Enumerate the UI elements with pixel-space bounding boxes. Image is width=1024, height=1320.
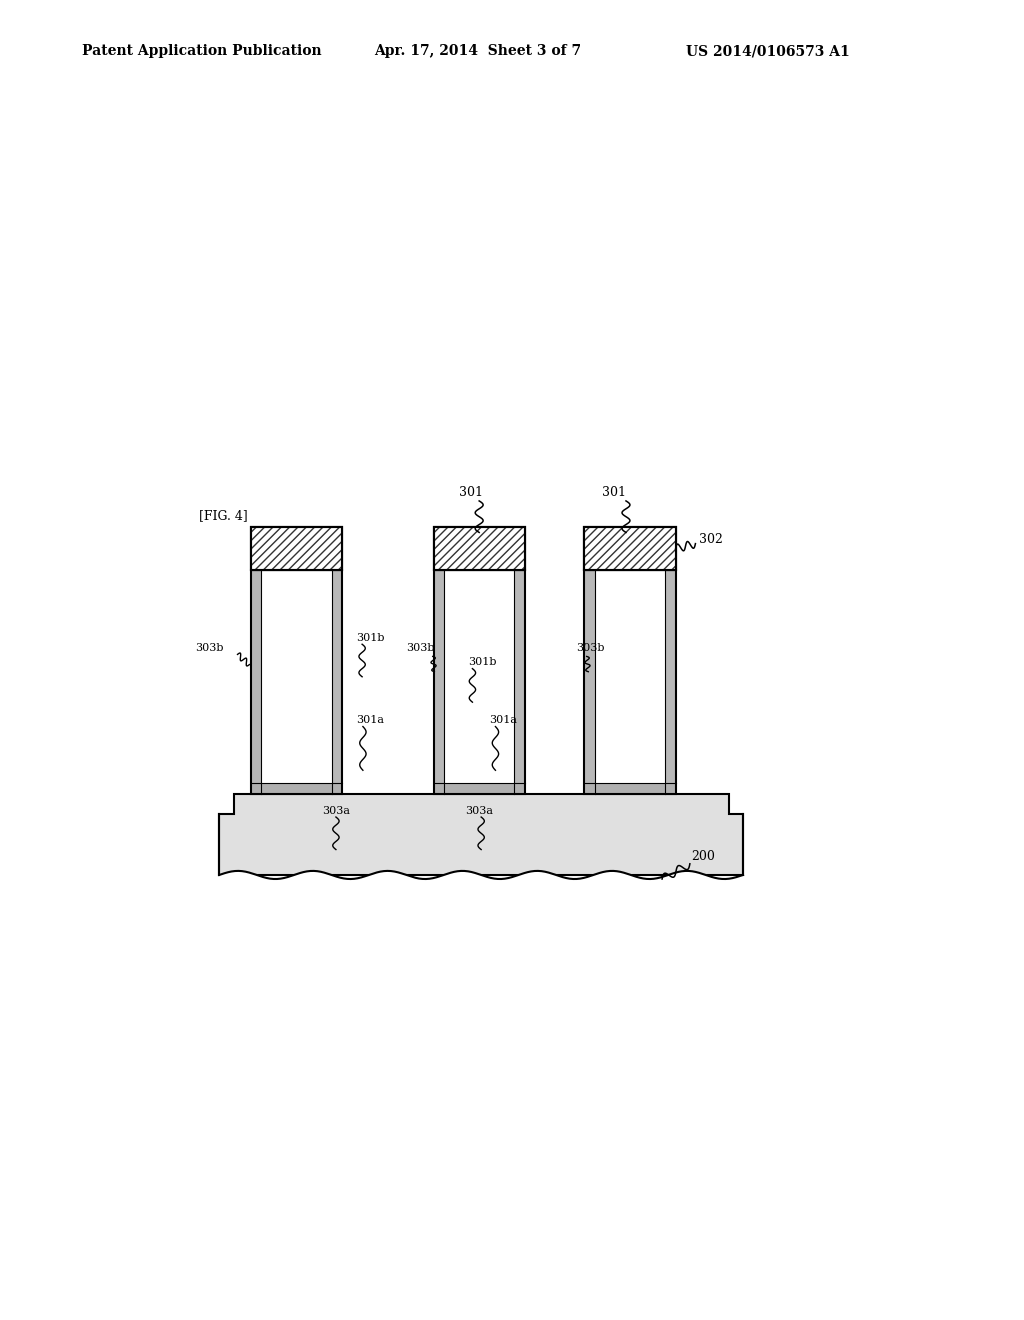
Text: 302: 302 xyxy=(699,533,723,546)
Text: 301: 301 xyxy=(459,486,483,499)
Polygon shape xyxy=(585,528,676,570)
Polygon shape xyxy=(251,784,342,793)
Polygon shape xyxy=(585,528,676,570)
Polygon shape xyxy=(251,570,261,793)
Text: 303b: 303b xyxy=(406,643,434,653)
Polygon shape xyxy=(585,570,595,793)
Polygon shape xyxy=(332,570,342,793)
Polygon shape xyxy=(433,784,524,793)
Text: 303b: 303b xyxy=(577,643,605,653)
Polygon shape xyxy=(666,570,676,793)
Text: 301b: 301b xyxy=(468,656,497,667)
Text: 301a: 301a xyxy=(489,714,517,725)
Polygon shape xyxy=(585,570,676,793)
Polygon shape xyxy=(514,570,524,793)
Text: 303b: 303b xyxy=(196,643,224,653)
Text: 301: 301 xyxy=(602,486,626,499)
Polygon shape xyxy=(433,528,524,570)
Text: 303a: 303a xyxy=(465,807,494,816)
Text: Apr. 17, 2014  Sheet 3 of 7: Apr. 17, 2014 Sheet 3 of 7 xyxy=(374,45,581,58)
Polygon shape xyxy=(585,784,676,793)
Polygon shape xyxy=(433,570,524,793)
Text: [FIG. 4]: [FIG. 4] xyxy=(200,510,248,521)
Polygon shape xyxy=(251,528,342,570)
Polygon shape xyxy=(251,570,342,793)
Polygon shape xyxy=(251,528,342,570)
Text: 303a: 303a xyxy=(323,807,350,816)
Text: 301b: 301b xyxy=(355,634,384,643)
Polygon shape xyxy=(433,528,524,570)
Text: Patent Application Publication: Patent Application Publication xyxy=(82,45,322,58)
Text: 200: 200 xyxy=(691,850,716,863)
Text: 301a: 301a xyxy=(355,714,384,725)
Polygon shape xyxy=(433,570,443,793)
Text: US 2014/0106573 A1: US 2014/0106573 A1 xyxy=(686,45,850,58)
Polygon shape xyxy=(219,793,743,875)
